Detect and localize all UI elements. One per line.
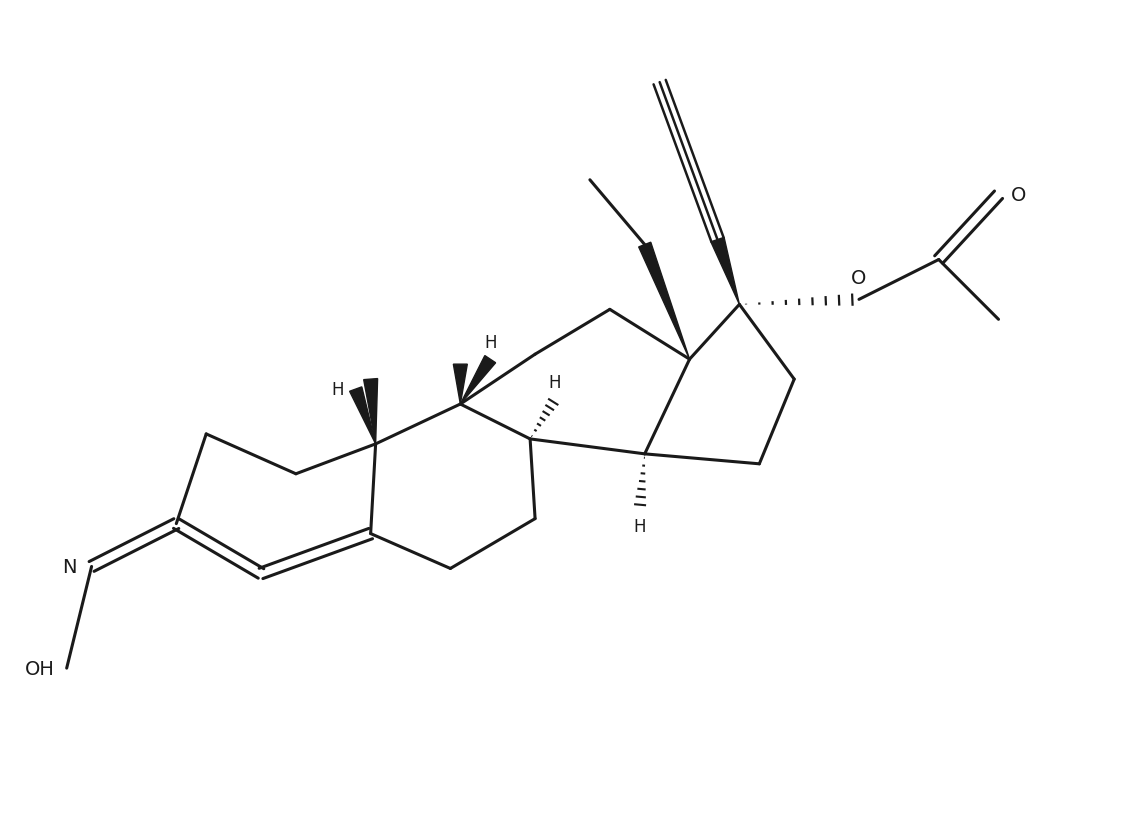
- Text: H: H: [549, 373, 561, 391]
- Text: OH: OH: [25, 658, 55, 678]
- Polygon shape: [350, 387, 376, 445]
- Polygon shape: [453, 364, 468, 405]
- Text: O: O: [1011, 186, 1026, 205]
- Text: H: H: [634, 517, 646, 535]
- Text: H: H: [484, 334, 497, 352]
- Text: N: N: [62, 557, 76, 577]
- Polygon shape: [460, 356, 496, 405]
- Polygon shape: [638, 243, 690, 360]
- Polygon shape: [364, 379, 378, 445]
- Text: H: H: [331, 381, 343, 399]
- Polygon shape: [711, 238, 739, 305]
- Text: O: O: [852, 269, 866, 288]
